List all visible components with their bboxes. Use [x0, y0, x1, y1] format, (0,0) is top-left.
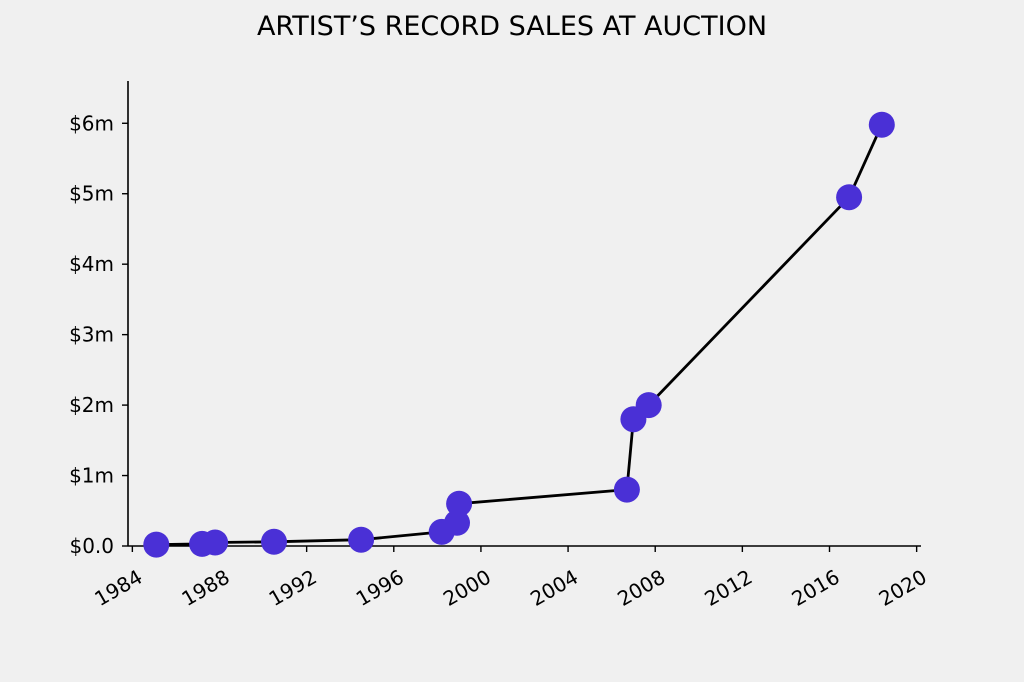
data-point	[202, 529, 229, 556]
markers	[143, 111, 895, 558]
y-tick-label: $5m	[69, 182, 114, 206]
x-ticks: 1984 1988 1992 1996 2000 2004 2008 2012 2016 2020	[90, 546, 931, 611]
data-point	[348, 526, 375, 553]
y-tick-label: $6m	[69, 111, 114, 135]
y-tick-label: $3m	[69, 323, 114, 347]
y-ticks: $0.0 $1m $2m $3m $4m $5m $6m	[69, 111, 128, 558]
x-tick-label: 2012	[700, 565, 756, 611]
y-tick-label: $4m	[69, 252, 114, 276]
y-tick-label: $0.0	[69, 534, 114, 558]
data-point	[143, 531, 170, 558]
x-tick-label: 1984	[90, 565, 146, 611]
data-point	[446, 490, 473, 517]
x-tick-label: 1988	[178, 565, 234, 611]
x-tick-label: 1996	[352, 565, 408, 611]
x-tick-label: 1992	[265, 565, 321, 611]
x-tick-label: 2020	[875, 565, 931, 611]
data-point	[613, 476, 640, 503]
y-tick-label: $1m	[69, 464, 114, 488]
sales-line	[156, 124, 884, 546]
data-point	[868, 111, 895, 138]
y-tick-label: $2m	[69, 393, 114, 417]
series-group	[143, 111, 895, 558]
data-point	[836, 184, 863, 211]
x-tick-label: 2000	[439, 565, 495, 611]
axes	[127, 81, 921, 547]
data-point	[635, 392, 662, 419]
chart-title: ARTIST’S RECORD SALES AT AUCTION	[257, 11, 767, 42]
data-point	[444, 509, 470, 536]
data-point	[261, 528, 287, 555]
x-tick-label: 2004	[526, 565, 582, 611]
x-tick-label: 2008	[613, 565, 669, 611]
x-tick-label: 2016	[788, 565, 844, 611]
